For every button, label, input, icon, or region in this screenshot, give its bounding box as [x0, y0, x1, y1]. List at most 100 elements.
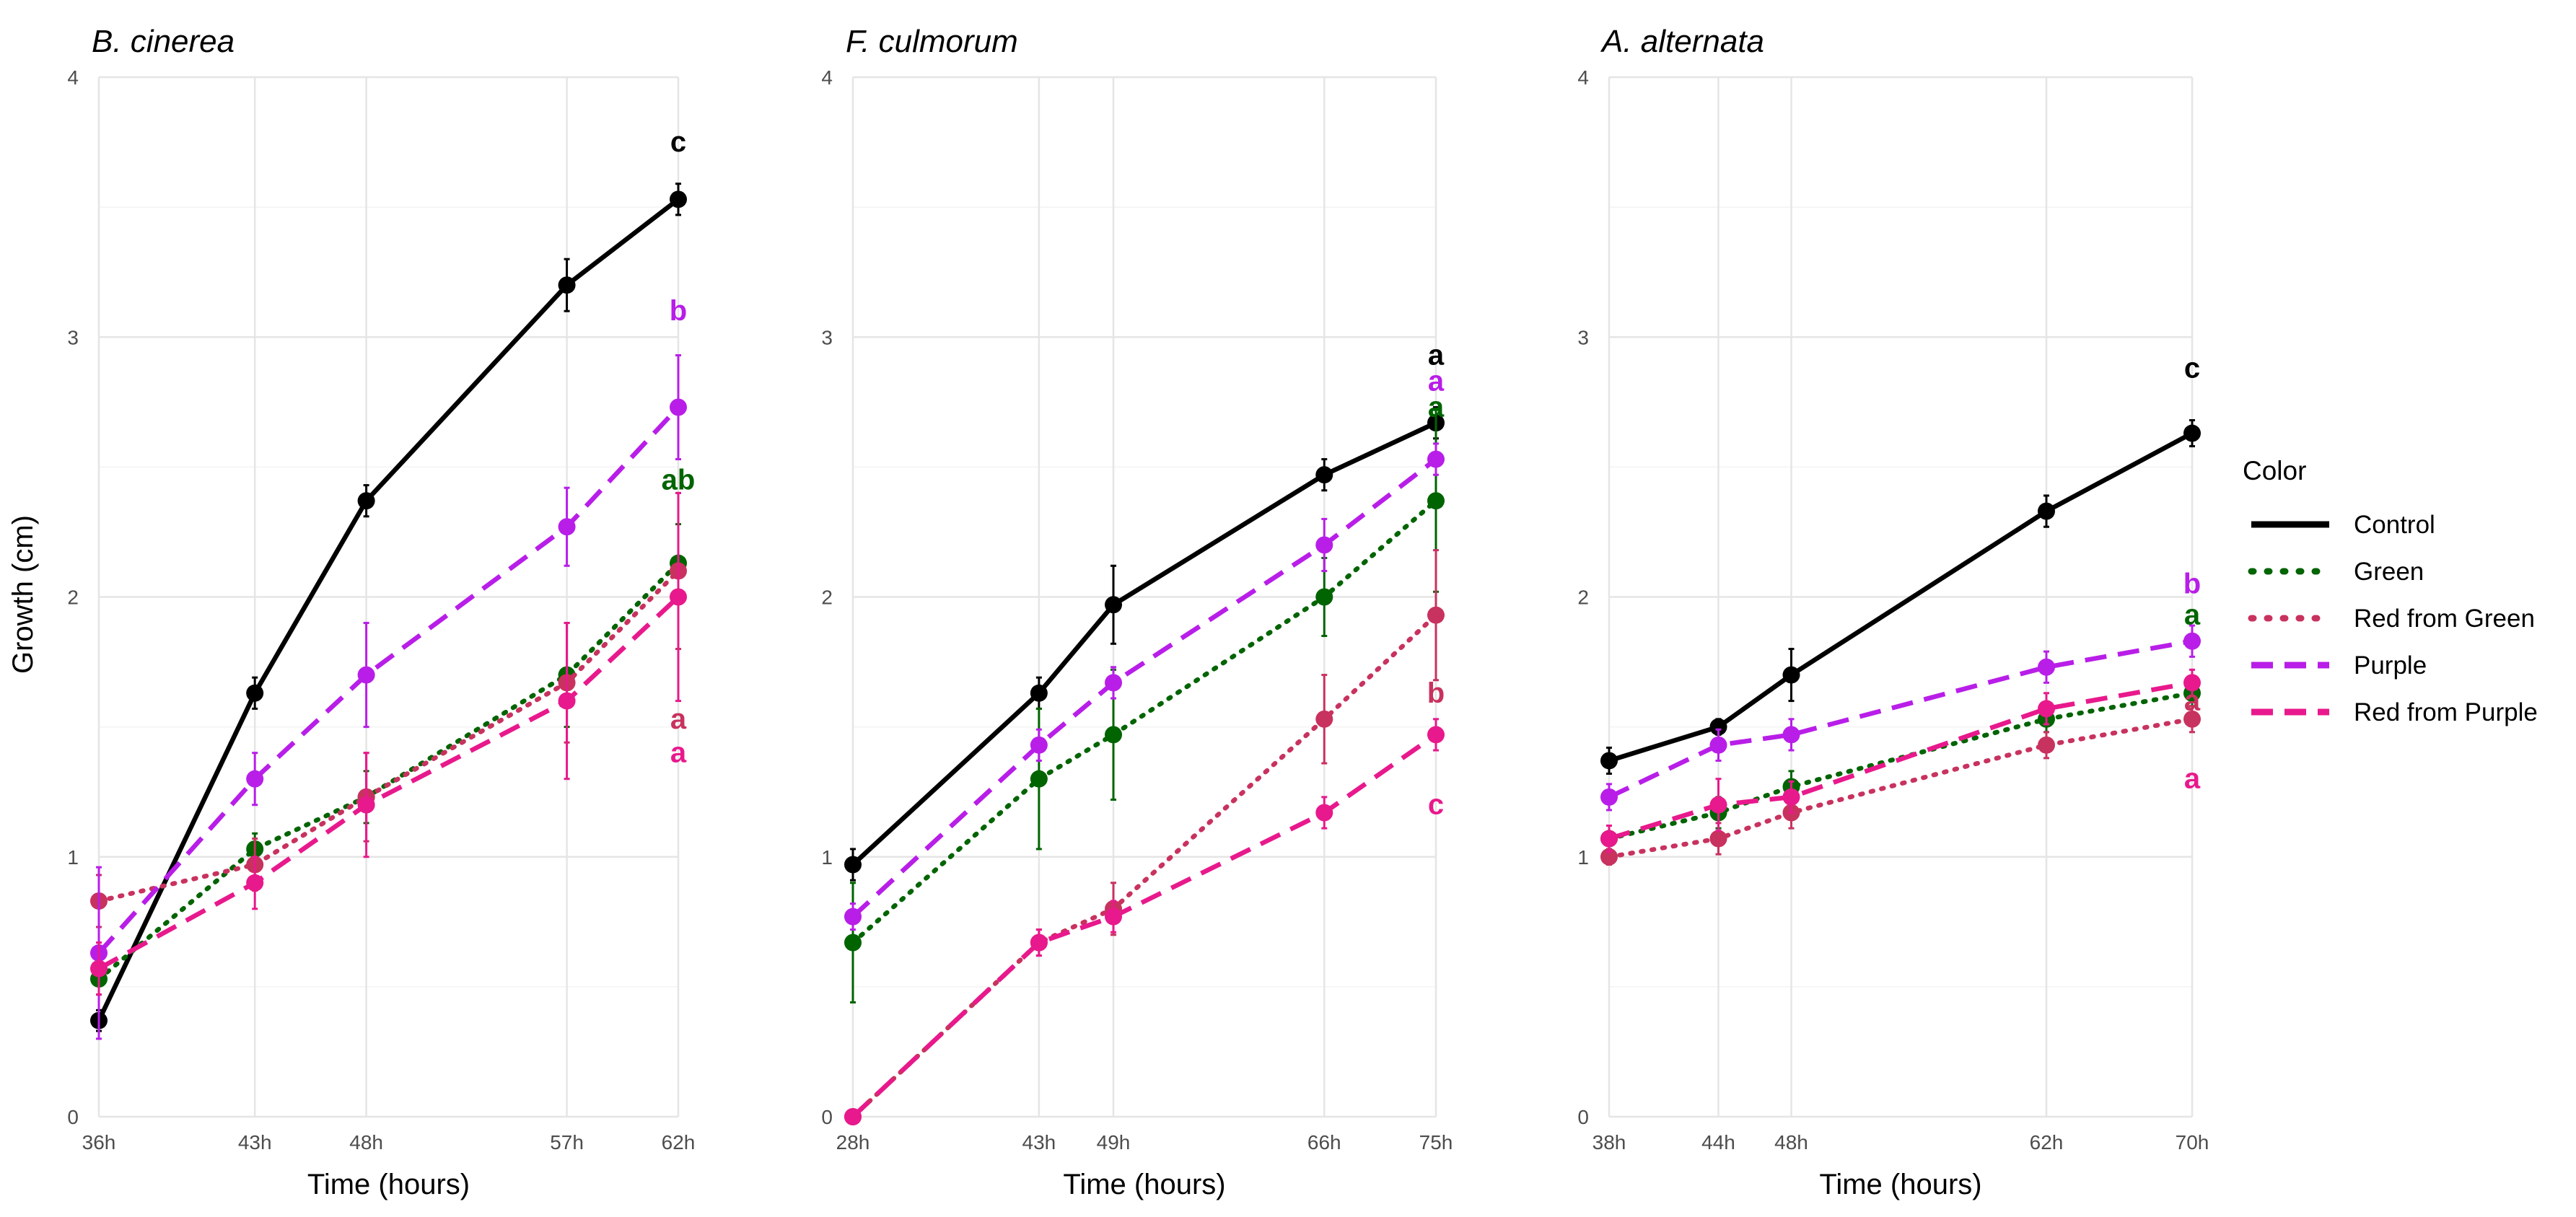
legend-label: Red from Purple: [2354, 698, 2538, 726]
y-tick-label: 1: [67, 846, 79, 869]
legend-item-green: Green: [2248, 558, 2424, 586]
series-red-from-purple: [1600, 668, 2201, 853]
panel-title: B. cinerea: [92, 24, 235, 59]
panel-a-alternata: 0 1 2 3 4 38h 44h 48h 62h 70h Time (hours) A. alter…: [1577, 24, 2209, 1200]
y-tick-label: 4: [821, 66, 833, 89]
y-tick-label: 2: [67, 586, 79, 609]
x-tick-label: 38h: [1593, 1131, 1626, 1154]
panel-title: A. alternata: [1600, 24, 1764, 59]
x-axis-label: Time (hours): [307, 1169, 470, 1200]
legend-label: Red from Green: [2354, 605, 2535, 633]
x-tick-label: 49h: [1097, 1131, 1131, 1154]
data-point: [2038, 502, 2055, 520]
x-tick-label: 75h: [1419, 1131, 1453, 1154]
data-point: [2038, 658, 2055, 676]
data-point: [558, 276, 576, 294]
series-purple: [844, 442, 1445, 931]
legend-label: Purple: [2354, 651, 2427, 680]
data-point: [558, 518, 576, 536]
data-point: [2038, 736, 2055, 754]
data-point: [1600, 848, 1618, 866]
data-point: [1709, 830, 1727, 848]
x-tick-label: 44h: [1701, 1131, 1735, 1154]
y-tick-label: 2: [821, 586, 833, 609]
y-tick-label: 3: [821, 326, 833, 348]
panel-b-cinerea: 0 1 2 3 4 36h 43h 48h 57h 62h Time (hours) B. ciner…: [67, 24, 695, 1200]
significance-letter: a: [670, 703, 687, 735]
legend-item-red-from-purple: Red from Purple: [2251, 698, 2538, 726]
legend-item-purple: Purple: [2251, 651, 2427, 680]
data-point: [357, 666, 375, 684]
y-tick-label: 3: [67, 326, 79, 348]
legend-item-control: Control: [2251, 511, 2435, 539]
panels: 0 1 2 3 4 36h 43h 48h 57h 62h Time (hours) B. ciner…: [67, 24, 2209, 1200]
x-axis-label: Time (hours): [1063, 1169, 1225, 1200]
data-point: [1600, 830, 1618, 848]
series-purple: [1600, 624, 2201, 812]
data-point: [1427, 492, 1445, 510]
significance-letter: c: [2184, 352, 2200, 384]
data-point: [844, 856, 862, 874]
panel-f-culmorum: 0 1 2 3 4 28h 43h 49h 66h 75h Time (hours) F. culmo…: [821, 24, 1453, 1200]
significance-letter: a: [1428, 392, 1445, 423]
data-point: [246, 874, 264, 892]
data-point: [1315, 466, 1333, 484]
data-point: [1315, 710, 1333, 728]
data-point: [1030, 736, 1048, 754]
data-point: [2183, 424, 2201, 442]
data-point: [844, 933, 862, 952]
significance-letter: a: [1428, 339, 1445, 371]
data-point: [246, 770, 264, 788]
x-tick-label: 62h: [662, 1131, 696, 1154]
data-point: [670, 190, 687, 208]
y-tick-label: 0: [67, 1106, 79, 1128]
x-tick-label: 28h: [836, 1131, 870, 1154]
significance-letter: c: [670, 126, 686, 158]
data-point: [1315, 804, 1333, 822]
y-tick-label: 4: [1577, 66, 1589, 89]
legend-title: Color: [2243, 456, 2306, 486]
data-point: [1030, 933, 1048, 952]
data-point: [1600, 788, 1618, 806]
data-point: [2183, 710, 2201, 728]
series-red-from-purple: [844, 718, 1445, 1125]
series-line: [1608, 680, 2193, 841]
significance-letter: a: [2184, 685, 2201, 717]
y-tick-label: 2: [1577, 586, 1589, 609]
data-point: [1030, 770, 1048, 788]
significance-letter: b: [2183, 568, 2201, 599]
data-point: [1782, 726, 1800, 744]
y-tick-label: 0: [1577, 1106, 1589, 1128]
data-point: [1600, 752, 1618, 770]
data-point: [1315, 536, 1333, 554]
data-point: [1709, 718, 1727, 736]
panel-title: F. culmorum: [846, 24, 1018, 59]
significance-letter: b: [1427, 677, 1445, 709]
data-point: [670, 398, 687, 416]
data-point: [1782, 788, 1800, 806]
x-tick-label: 43h: [238, 1131, 272, 1154]
data-point: [2183, 632, 2201, 650]
data-point: [246, 684, 264, 702]
x-tick-label: 48h: [349, 1131, 383, 1154]
data-point: [670, 588, 687, 606]
legend-item-red-from-green: Red from Green: [2248, 605, 2535, 633]
significance-letter: c: [1428, 789, 1444, 821]
legend-label: Control: [2354, 511, 2435, 539]
data-point: [1105, 908, 1123, 926]
x-tick-label: 48h: [1774, 1131, 1808, 1154]
legend-label: Green: [2354, 558, 2424, 586]
data-point: [844, 1108, 862, 1125]
data-point: [1105, 674, 1123, 692]
legend-items: Control Green Red from Green Purple Red from…: [2248, 511, 2538, 726]
data-point: [1105, 726, 1123, 744]
y-tick-label: 1: [1577, 846, 1589, 869]
x-tick-label: 43h: [1022, 1131, 1056, 1154]
significance-letter: a: [2184, 599, 2201, 631]
x-tick-label: 66h: [1307, 1131, 1341, 1154]
data-point: [357, 492, 375, 510]
data-point: [1315, 588, 1333, 606]
data-point: [1427, 726, 1445, 744]
